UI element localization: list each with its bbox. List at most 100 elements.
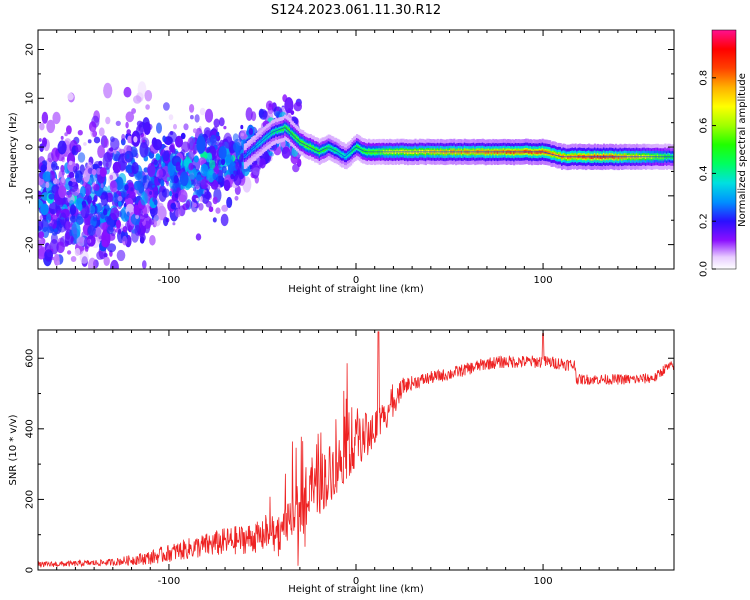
spectrogram-blob [160,180,165,187]
spectrogram-ridge-cell [351,149,354,153]
spectrogram-ridge-cell [353,147,356,151]
snr-y-tick-label: 600 [25,349,36,368]
spectrogram-blob [248,128,254,135]
snr-y-tick-label: 400 [25,419,36,438]
spectrogram-ridge-cell [285,126,288,130]
spectrogram-blob [71,221,81,239]
spectrogram-blob [148,218,155,225]
spectrogram-ridge-cell [490,150,493,154]
snr-panel: -100 0 100 0 200 400 600 Height of straight li… [8,329,675,595]
spectrogram-blob [39,215,43,220]
spectrogram-blob [66,125,72,135]
spectrogram-ridge-cell [293,133,296,138]
spectrogram-blob [292,163,300,173]
spectrogram-blob [83,142,87,146]
spectrogram-blob [224,154,234,164]
spectrogram-blob [199,107,206,116]
spectrogram-ridge-cell [267,134,270,138]
spectrogram-ridge-cell [391,150,395,154]
spectrogram-blob [153,186,158,192]
spectrogram-blob [265,100,274,111]
spectrogram-blob [69,204,77,216]
spectrogram-blob [45,181,50,189]
spectrogram-ridge-cell [248,150,251,155]
spectrogram-blob [41,137,48,147]
spectrogram-blob [80,186,86,198]
spectrogram-heatmap [38,81,674,269]
spectrogram-blob [96,250,104,260]
spectrogram-blob [133,136,138,143]
spectrogram-blob [169,190,173,197]
spectrogram-blob [188,162,194,171]
spectrogram-blob [58,185,67,199]
spectrogram-blob [74,247,81,257]
spectrogram-blob [49,170,56,181]
spectrogram-ridge-cell [318,150,321,154]
spectrogram-ridge-cell [329,145,332,150]
colorbar-tick-label: 0.6 [699,118,710,134]
spectrogram-blob [42,171,52,182]
spectrogram-blob [207,167,215,183]
spectrogram-ridge-cell [555,153,558,157]
spectrogram-ridge-cell [347,153,350,157]
spectrogram-blob [103,253,108,258]
spectrogram-blob [156,122,162,134]
spectrogram-ridge-cell [294,135,297,139]
spectrogram-blob [68,160,73,166]
spectrogram-ridge-cell [246,152,249,156]
spectrogram-ridge-cell [613,155,616,160]
snr-frame [37,329,675,571]
spectrogram-blob [38,138,42,142]
spectrogram-blob [208,206,214,213]
spectrogram-blob [60,135,64,140]
spectrogram-ridge-cell [324,147,327,151]
spectrogram-blob [80,203,90,219]
spectrogram-blob [163,102,170,111]
spectrogram-blob [106,243,117,253]
spectrogram-ridge-cell [553,152,556,156]
snr-xlabel: Height of straight line (km) [288,584,424,595]
spectrogram-blob [92,214,98,222]
spectrogram-ylabel: Frequency (Hz) [8,112,19,188]
spectrogram-ridge-cell [496,150,499,154]
spectrogram-blob [88,257,97,269]
spectrogram-ridge-cell [656,154,659,159]
spectrogram-blob [79,250,89,264]
spectrogram-blob [193,155,199,163]
spectrogram-ridge-cell [510,150,513,154]
spectrogram-ridge-cell [426,149,429,154]
spectrogram-ridge-spine [243,127,674,158]
spectrogram-blob [113,192,117,198]
spectrogram-blob [153,139,163,151]
spectrogram-ridge-cell [278,128,281,132]
spectrogram-blob [51,256,55,261]
colorbar-tick-label: 0.8 [699,70,710,86]
spectrogram-blob [192,150,197,155]
spectrogram-blob [212,217,217,223]
spectrogram-blob [166,176,170,182]
snr-x-tick-label: 100 [534,576,553,587]
spectrogram-blob [212,172,217,180]
spectrogram-ridge-cell [525,149,528,153]
spectrogram-ridge-cell [260,141,263,145]
spectrogram-blob [167,131,177,143]
spectrogram-blob [48,193,55,200]
spectrogram-ridge-cell [593,154,597,158]
spectrogram-ridge-cell [664,154,667,158]
spectrogram-blob [153,214,162,227]
colorbar: 0.0 0.2 0.4 0.6 0.8 Normalized spectral ampl… [699,29,748,277]
spectrogram-ridge-cell [616,155,619,160]
spectrogram-y-tick-label: -20 [25,236,36,252]
spectrogram-blob [100,183,104,189]
spectrogram-blob [192,128,197,134]
spectrogram-ridge-cell [562,154,565,158]
spectrogram-blob [40,164,47,173]
spectrogram-blob [107,216,111,222]
spectrogram-blob [121,133,126,141]
spectrogram-blob [149,191,153,195]
spectrogram-blob [143,121,151,135]
spectrogram-blob [258,109,268,120]
spectrogram-ridge-cell [302,141,305,145]
spectrogram-ridge-cell [617,155,621,160]
